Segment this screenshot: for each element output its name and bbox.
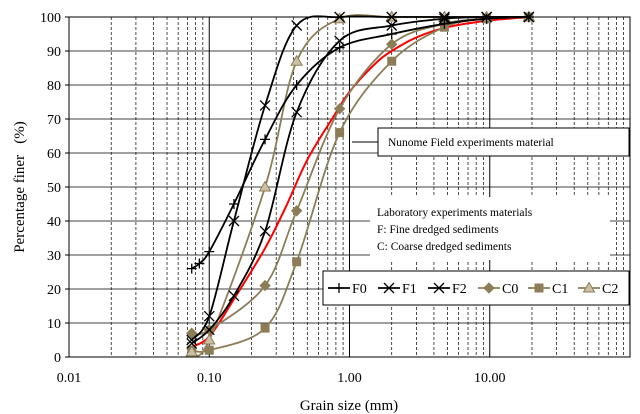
data-point	[481, 13, 492, 24]
data-point	[259, 99, 271, 111]
data-point	[204, 345, 214, 355]
data-point	[438, 11, 450, 23]
data-point	[186, 334, 198, 346]
legend-label: F0	[352, 282, 367, 297]
y-tick-label: 20	[47, 283, 61, 298]
legend-item: F2	[428, 282, 467, 297]
legend-item: F0	[328, 282, 367, 297]
data-point	[334, 42, 345, 53]
lab-annotation-line-1: Laboratory experiments materials	[377, 207, 533, 219]
data-point	[186, 263, 197, 274]
lab-annotation-line-2: F: Fine dredged sediments	[377, 224, 499, 236]
data-point	[228, 215, 240, 227]
legend-marker	[483, 282, 495, 294]
data-point	[202, 333, 216, 345]
legend-marker	[334, 283, 344, 293]
y-tick-label: 50	[47, 181, 61, 196]
data-point	[523, 11, 535, 23]
data-point	[185, 345, 199, 357]
legend: F0 F1 F2 C0 C1 C2	[328, 281, 618, 297]
data-point	[194, 258, 205, 269]
data-point	[260, 323, 270, 333]
data-point	[333, 103, 346, 115]
legend-item: F1	[378, 282, 417, 297]
data-point	[291, 20, 303, 31]
y-tick-label: 30	[47, 249, 61, 264]
data-point	[259, 225, 271, 237]
y-tick-label: 10	[47, 317, 61, 332]
x-axis-title: Grain size (mm)	[300, 398, 398, 414]
legend-label: C1	[552, 282, 568, 297]
series-f0	[186, 12, 534, 274]
y-tick-label: 0	[54, 351, 61, 366]
data-point	[290, 205, 303, 217]
y-tick-label: 100	[40, 11, 61, 26]
y-tick-label: 60	[47, 147, 61, 162]
lab-annotation-box	[370, 197, 610, 260]
data-point	[228, 199, 239, 209]
x-tick-label: 10.00	[474, 371, 506, 386]
legend-marker	[433, 282, 445, 294]
data-point	[292, 257, 302, 267]
data-point	[290, 54, 304, 66]
series-f2	[186, 11, 535, 346]
data-point	[260, 134, 271, 145]
series-lines	[185, 10, 536, 357]
data-point	[259, 279, 271, 292]
data-point	[186, 337, 198, 349]
data-point	[386, 38, 398, 50]
data-point	[334, 11, 346, 23]
data-point	[386, 11, 398, 23]
legend-marker	[582, 281, 596, 293]
legend-label: C0	[502, 282, 518, 297]
data-point	[291, 106, 303, 118]
data-point	[387, 56, 397, 66]
y-tick-label: 80	[47, 79, 61, 94]
legend-marker	[383, 282, 395, 294]
y-axis-title: Percentage finer (%)	[12, 121, 28, 253]
tick-labels: 0 10 20 30 40 50 60 70 80 90 100 0.01 0.10 1.00 10.00	[40, 11, 506, 386]
x-tick-label: 1.00	[337, 371, 362, 386]
data-point	[386, 20, 398, 31]
data-point	[386, 29, 397, 39]
y-tick-label: 90	[47, 45, 61, 60]
data-point	[258, 180, 272, 192]
legend-item: C1	[528, 282, 568, 297]
data-point	[334, 35, 346, 47]
data-point	[203, 324, 215, 336]
legend-item: C2	[578, 281, 618, 297]
data-point	[439, 18, 450, 29]
data-point	[228, 290, 240, 302]
data-point	[186, 327, 198, 339]
legend-label: F2	[452, 282, 467, 297]
field-annotation-box	[377, 127, 630, 157]
data-point	[203, 310, 215, 322]
x-tick-label: 0.01	[57, 371, 82, 386]
field-annotation-text: Nunome Field experiments material	[388, 137, 554, 149]
legend-label: F1	[402, 282, 417, 297]
y-tick-label: 70	[47, 113, 61, 128]
legend-item: C0	[478, 282, 518, 297]
legend-label: C2	[602, 282, 618, 297]
x-tick-label: 0.10	[197, 371, 222, 386]
data-point	[335, 128, 345, 138]
data-point	[481, 11, 493, 23]
data-point	[438, 13, 450, 25]
y-tick-label: 40	[47, 215, 61, 230]
data-point	[204, 246, 215, 257]
lab-annotation-line-3: C: Coarse dredged sediments	[377, 241, 512, 253]
data-point	[291, 80, 302, 90]
legend-marker	[534, 283, 544, 293]
